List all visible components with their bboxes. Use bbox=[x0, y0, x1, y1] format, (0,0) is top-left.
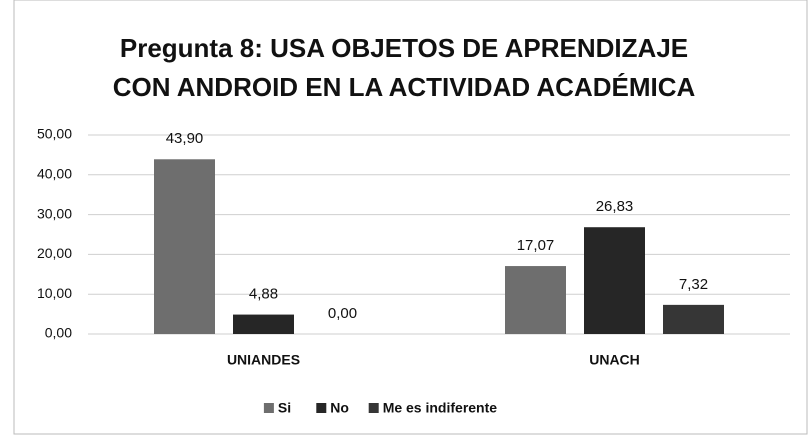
value-label: 4,88 bbox=[249, 286, 278, 303]
bar bbox=[505, 266, 566, 334]
y-tick-label: 30,00 bbox=[37, 205, 72, 221]
y-tick-label: 40,00 bbox=[37, 166, 72, 182]
y-tick-label: 20,00 bbox=[37, 245, 72, 261]
legend-label: No bbox=[330, 400, 349, 416]
y-tick-label: 10,00 bbox=[37, 285, 72, 301]
value-label: 0,00 bbox=[328, 305, 357, 322]
bar bbox=[584, 227, 645, 334]
chart-title: Pregunta 8: USA OBJETOS DE APRENDIZAJE bbox=[120, 33, 688, 63]
value-label: 43,90 bbox=[166, 130, 204, 147]
chart-title: CON ANDROID EN LA ACTIVIDAD ACADÉMICA bbox=[113, 72, 696, 102]
legend-swatch bbox=[368, 403, 379, 413]
x-tick-label: UNACH bbox=[589, 352, 640, 368]
value-label: 26,83 bbox=[596, 198, 634, 215]
bar bbox=[233, 314, 294, 334]
x-tick-label: UNIANDES bbox=[227, 352, 300, 368]
legend-label: Me es indiferente bbox=[383, 400, 498, 416]
chart-frame bbox=[13, 0, 808, 435]
legend-swatch bbox=[263, 403, 274, 413]
value-label: 7,32 bbox=[679, 276, 708, 293]
legend-swatch bbox=[316, 403, 327, 413]
legend-label: Si bbox=[278, 400, 291, 416]
y-tick-label: 0,00 bbox=[45, 325, 72, 341]
value-label: 17,07 bbox=[517, 237, 555, 254]
bar bbox=[154, 159, 215, 334]
y-tick-label: 50,00 bbox=[37, 126, 72, 142]
bar bbox=[663, 304, 724, 334]
